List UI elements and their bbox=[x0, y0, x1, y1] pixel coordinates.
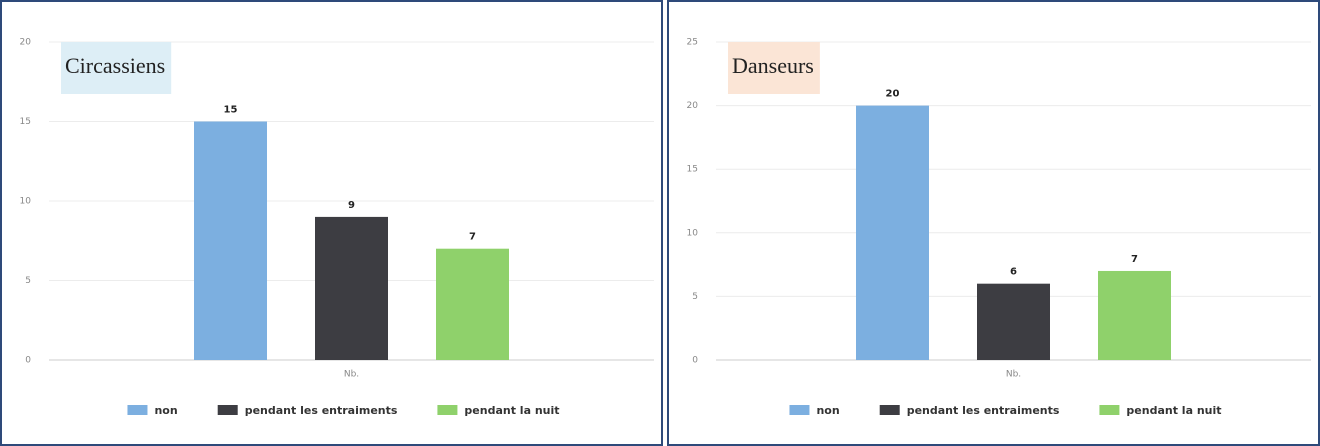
value-label: 7 bbox=[469, 232, 476, 243]
y-tick-label: 25 bbox=[687, 38, 698, 48]
legend-swatch bbox=[789, 405, 810, 415]
bar bbox=[436, 248, 509, 360]
legend-label: non bbox=[154, 404, 177, 417]
value-label: 20 bbox=[886, 89, 900, 100]
legend-label: pendant la nuit bbox=[464, 404, 559, 417]
legend-swatch bbox=[127, 405, 148, 415]
value-label: 6 bbox=[1010, 267, 1017, 278]
y-tick-label: 0 bbox=[692, 356, 698, 366]
y-tick-label: 15 bbox=[687, 165, 698, 175]
bar bbox=[194, 121, 267, 360]
value-label: 15 bbox=[224, 105, 238, 116]
value-label: 9 bbox=[348, 200, 355, 211]
bar bbox=[1098, 270, 1171, 360]
bar bbox=[315, 216, 388, 360]
legend-label: pendant les entraiments bbox=[907, 404, 1060, 417]
y-tick-label: 5 bbox=[692, 292, 698, 302]
chart-title: Danseurs bbox=[732, 53, 814, 78]
x-tick-label: Nb. bbox=[344, 370, 359, 380]
value-label: 7 bbox=[1131, 254, 1138, 265]
y-tick-label: 15 bbox=[20, 117, 31, 127]
y-tick-label: 10 bbox=[687, 228, 699, 238]
legend-label: pendant la nuit bbox=[1126, 404, 1221, 417]
legend-label: pendant les entraiments bbox=[245, 404, 398, 417]
legend-swatch bbox=[437, 405, 458, 415]
chart-title: Circassiens bbox=[65, 53, 165, 78]
y-tick-label: 20 bbox=[20, 38, 32, 48]
legend-swatch bbox=[217, 405, 238, 415]
bar bbox=[856, 105, 929, 360]
y-tick-label: 20 bbox=[687, 101, 699, 111]
legend-swatch bbox=[879, 405, 900, 415]
y-tick-label: 10 bbox=[20, 197, 32, 207]
y-tick-label: 0 bbox=[25, 356, 31, 366]
title-box bbox=[61, 42, 172, 94]
y-tick-label: 5 bbox=[25, 276, 31, 286]
legend-swatch bbox=[1099, 405, 1120, 415]
title-box bbox=[728, 42, 820, 94]
legend-label: non bbox=[816, 404, 839, 417]
bar bbox=[977, 283, 1050, 360]
x-tick-label: Nb. bbox=[1006, 370, 1021, 380]
